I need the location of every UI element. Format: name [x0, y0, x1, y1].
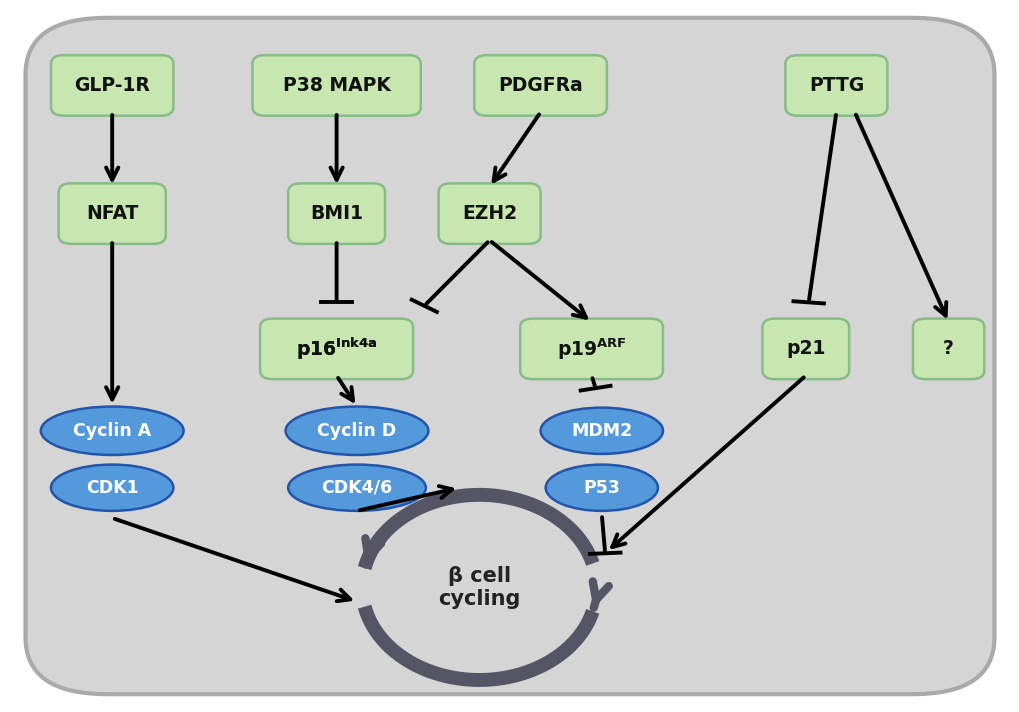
FancyBboxPatch shape [785, 56, 887, 115]
FancyBboxPatch shape [520, 319, 662, 379]
FancyBboxPatch shape [51, 56, 173, 115]
FancyBboxPatch shape [438, 184, 540, 244]
FancyBboxPatch shape [912, 319, 983, 379]
FancyBboxPatch shape [59, 184, 166, 244]
Text: PDGFRa: PDGFRa [497, 76, 583, 95]
Text: GLP-1R: GLP-1R [74, 76, 150, 95]
Ellipse shape [51, 464, 173, 511]
Ellipse shape [540, 407, 662, 454]
Text: Cyclin D: Cyclin D [317, 422, 396, 440]
FancyBboxPatch shape [260, 319, 413, 379]
Text: p16$^{\mathbf{Ink4a}}$: p16$^{\mathbf{Ink4a}}$ [296, 336, 377, 362]
Text: CDK1: CDK1 [86, 478, 139, 497]
Text: NFAT: NFAT [86, 204, 139, 223]
Text: ?: ? [943, 340, 953, 358]
Text: P53: P53 [583, 478, 620, 497]
Ellipse shape [41, 407, 183, 455]
FancyBboxPatch shape [762, 319, 849, 379]
Ellipse shape [288, 464, 426, 511]
Text: Cyclin A: Cyclin A [73, 422, 151, 440]
Ellipse shape [545, 464, 657, 511]
FancyBboxPatch shape [474, 56, 606, 115]
Text: MDM2: MDM2 [571, 422, 632, 440]
Text: β cell
cycling: β cell cycling [438, 566, 520, 609]
Text: p21: p21 [786, 340, 824, 358]
Text: CDK4/6: CDK4/6 [321, 478, 392, 497]
Ellipse shape [285, 407, 428, 455]
Text: p19$^{\mathbf{ARF}}$: p19$^{\mathbf{ARF}}$ [556, 336, 626, 362]
Text: BMI1: BMI1 [310, 204, 363, 223]
Text: EZH2: EZH2 [462, 204, 517, 223]
Text: p16$^{\mathbf{Ink4a}}$: p16$^{\mathbf{Ink4a}}$ [296, 336, 377, 362]
FancyBboxPatch shape [253, 56, 421, 115]
Text: PTTG: PTTG [808, 76, 863, 95]
Text: P38 MAPK: P38 MAPK [282, 76, 390, 95]
FancyBboxPatch shape [25, 18, 994, 694]
FancyBboxPatch shape [288, 184, 385, 244]
